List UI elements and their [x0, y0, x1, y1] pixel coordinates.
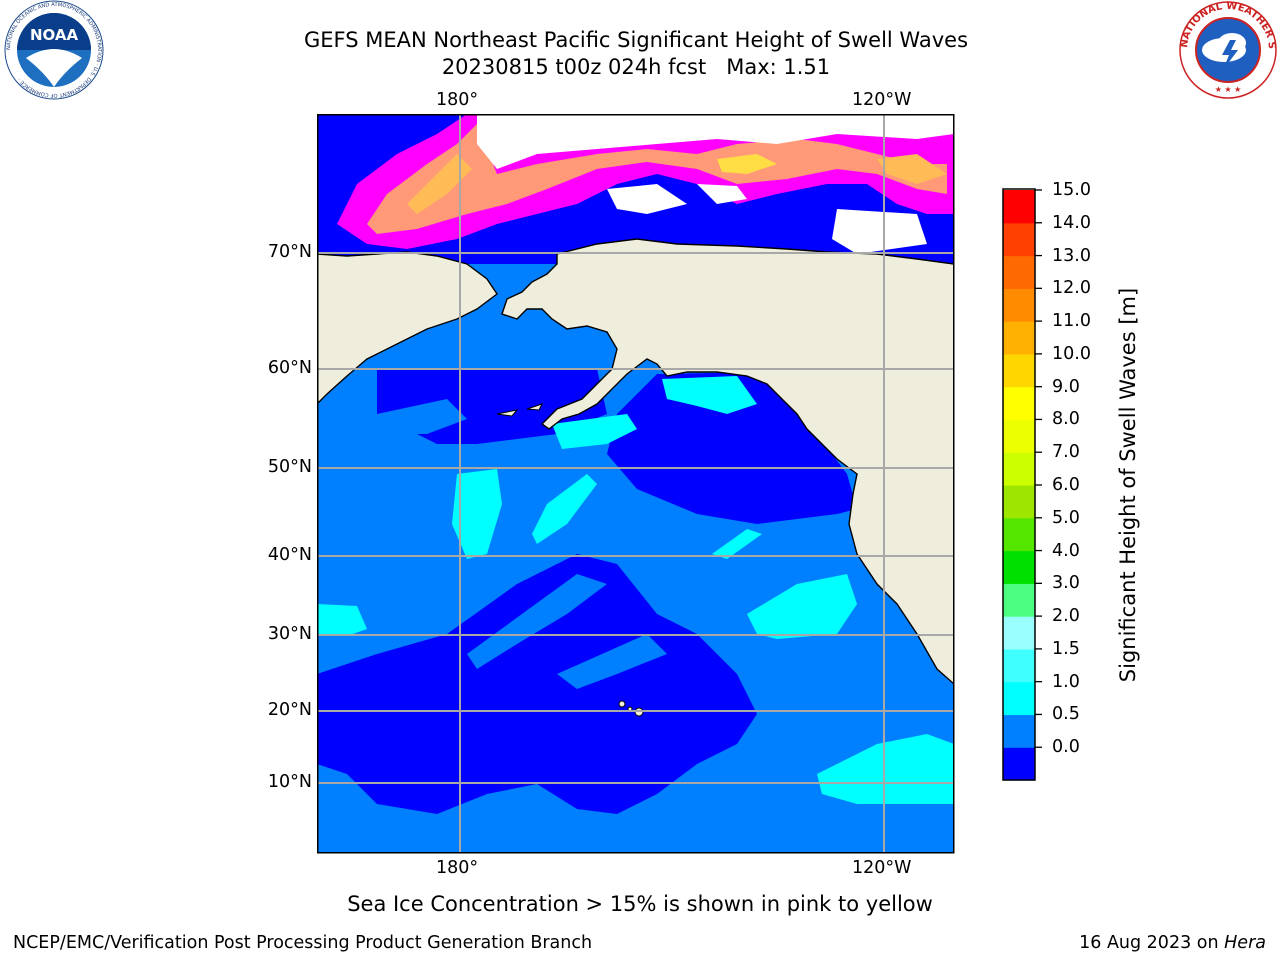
credit-text: NCEP/EMC/Verification Post Processing Pr…	[13, 933, 593, 953]
colorbar-segment	[1003, 321, 1035, 355]
no-data-patch-3	[832, 209, 927, 254]
colorbar-tick-label: 1.5	[1052, 638, 1080, 659]
swell-1to1p5-patch-8	[712, 529, 762, 559]
colorbar-tick-label: 7.0	[1052, 442, 1080, 463]
colorbar-tick-label: 2.0	[1052, 606, 1080, 627]
bottom-lon-label-120w: 120°W	[852, 858, 912, 878]
hawaii-island-1	[618, 700, 626, 708]
colorbar-segment	[1003, 386, 1035, 421]
colorbar-tick-label: 3.0	[1052, 573, 1080, 594]
swell-0p5to1-band-2	[467, 574, 607, 669]
colorbar-segments	[1003, 190, 1035, 781]
aleutian-islands	[496, 403, 543, 417]
graticule	[317, 114, 954, 853]
date-stamp: 16 Aug 2023 on Hera	[1079, 933, 1266, 953]
colorbar-segment	[1003, 616, 1035, 650]
swell-height-map	[317, 114, 955, 854]
land-north-america	[501, 238, 954, 685]
lat-label-40n: 40°N	[267, 545, 312, 565]
colorbar-segment	[1003, 517, 1035, 552]
colorbar-segment	[1003, 550, 1035, 584]
lat-label-30n: 30°N	[267, 624, 312, 644]
map-title: GEFS MEAN Northeast Pacific Significant …	[303, 28, 969, 52]
colorbar-tick-label: 4.0	[1052, 540, 1080, 561]
sea-ice-orange	[367, 124, 947, 234]
colorbar-tick-label: 11.0	[1052, 311, 1091, 332]
colorbar	[1002, 188, 1042, 781]
swell-1to1p5-patch-5	[317, 604, 367, 636]
swell-1to1p5-patch-4	[747, 574, 857, 639]
colorbar-segment	[1003, 747, 1035, 781]
no-data-patch-1	[607, 184, 687, 214]
bottom-lon-label-180: 180°	[436, 858, 479, 878]
colorbar-tick-label: 9.0	[1052, 376, 1080, 397]
colorbar-segment	[1003, 190, 1035, 224]
colorbar-tick-label: 1.0	[1052, 671, 1080, 692]
colorbar-segment	[1003, 452, 1035, 486]
swell-1to1p5-patch-6	[817, 734, 954, 804]
lat-label-10n: 10°N	[267, 772, 312, 792]
colorbar-segment	[1003, 255, 1035, 289]
colorbar-segment	[1003, 288, 1035, 322]
swell-1to1p5-patch-7	[532, 474, 597, 544]
colorbar-segment	[1003, 648, 1035, 683]
top-lon-label-120w: 120°W	[852, 90, 912, 110]
colorbar-segment	[1003, 583, 1035, 617]
swell-0p5to1-band-1	[377, 399, 467, 434]
top-lon-label-180: 180°	[436, 90, 479, 110]
sea-ice-footnote: Sea Ice Concentration > 15% is shown in …	[347, 892, 933, 916]
sea-ice-gold-2	[877, 154, 947, 184]
lat-label-50n: 50°N	[267, 457, 312, 477]
no-data-north	[477, 114, 954, 169]
colorbar-tick-label: 8.0	[1052, 409, 1080, 430]
colorbar-segment	[1003, 681, 1035, 716]
colorbar-tick-label: 5.0	[1052, 507, 1080, 528]
colorbar-tick-label: 14.0	[1052, 212, 1091, 233]
lat-label-60n: 60°N	[267, 358, 312, 378]
colorbar-tick-label: 15.0	[1052, 180, 1091, 200]
colorbar-label: Significant Height of Swell Waves [m]	[1116, 287, 1140, 683]
noaa-logo: NOAA NATIONAL OCEANIC AND ATMOSPHERIC AD…	[4, 0, 104, 100]
colorbar-tick-label: 0.0	[1052, 737, 1080, 758]
colorbar-segment	[1003, 353, 1035, 388]
lat-label-20n: 20°N	[267, 700, 312, 720]
date-text: 16 Aug 2023 on	[1079, 933, 1225, 953]
colorbar-segment	[1003, 485, 1035, 519]
sea-ice-gold-1	[407, 154, 472, 214]
lat-label-70n: 70°N	[267, 242, 312, 262]
colorbar-segment	[1003, 222, 1035, 257]
map-subtitle: 20230815 t00z 024h fcst Max: 1.51	[441, 55, 831, 79]
subtropical-dark-pool	[317, 554, 757, 814]
colorbar-tick-label: 6.0	[1052, 475, 1080, 495]
colorbar-tick-label: 10.0	[1052, 343, 1091, 364]
colorbar-tick-label: 13.0	[1052, 245, 1091, 266]
swell-0p5to1-band-3	[557, 634, 667, 689]
colorbar-segment	[1003, 419, 1035, 453]
swell-1to1p5-patch-1	[662, 376, 757, 414]
nws-logo: NATIONAL WEATHER SERVICE ★ ★ ★	[1178, 0, 1277, 99]
sea-ice-yellow-1	[717, 154, 777, 174]
colorbar-tick-label: 12.0	[1052, 278, 1091, 299]
svg-text:★ ★ ★: ★ ★ ★	[1215, 85, 1242, 94]
machine-name: Hera	[1224, 933, 1266, 953]
colorbar-segment	[1003, 714, 1035, 748]
no-data-patch-2	[697, 184, 747, 204]
colorbar-tick-label: 0.5	[1052, 704, 1080, 725]
map-frame	[317, 114, 955, 854]
noaa-logo-text: NOAA	[30, 26, 79, 44]
swell-1to1p5-patch-3	[452, 469, 502, 559]
swell-1to1p5-patch-2	[552, 414, 637, 449]
